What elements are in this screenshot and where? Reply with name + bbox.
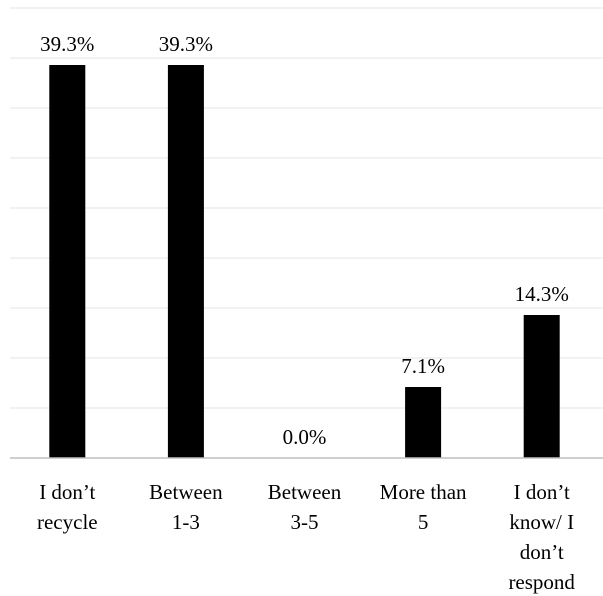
x-tick-label-3: More than 5 bbox=[380, 480, 467, 534]
x-tick-label-0: I don’t recycle bbox=[37, 480, 98, 534]
data-label-1: 39.3% bbox=[159, 32, 213, 56]
data-label-2: 0.0% bbox=[283, 425, 327, 449]
bars bbox=[49, 65, 560, 458]
bar-0 bbox=[49, 65, 86, 458]
bar-4 bbox=[523, 315, 560, 458]
data-label-3: 7.1% bbox=[401, 354, 445, 378]
gridlines bbox=[10, 7, 603, 409]
bar-1 bbox=[167, 65, 204, 458]
x-tick-label-2: Between 3-5 bbox=[268, 480, 342, 534]
data-label-4: 14.3% bbox=[515, 282, 569, 306]
x-tick-label-1: Between 1-3 bbox=[149, 480, 223, 534]
x-tick-labels: I don’t recycle Between 1-3 Between 3-5 More t… bbox=[37, 480, 575, 594]
bar-3 bbox=[405, 387, 442, 458]
data-label-0: 39.3% bbox=[40, 32, 94, 56]
data-labels: 39.3% 39.3% 0.0% 7.1% 14.3% bbox=[40, 32, 569, 449]
